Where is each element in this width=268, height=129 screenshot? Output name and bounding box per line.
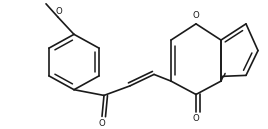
Text: O: O: [56, 7, 62, 16]
Text: O: O: [193, 11, 199, 20]
Text: O: O: [99, 119, 105, 128]
Text: O: O: [193, 115, 199, 123]
